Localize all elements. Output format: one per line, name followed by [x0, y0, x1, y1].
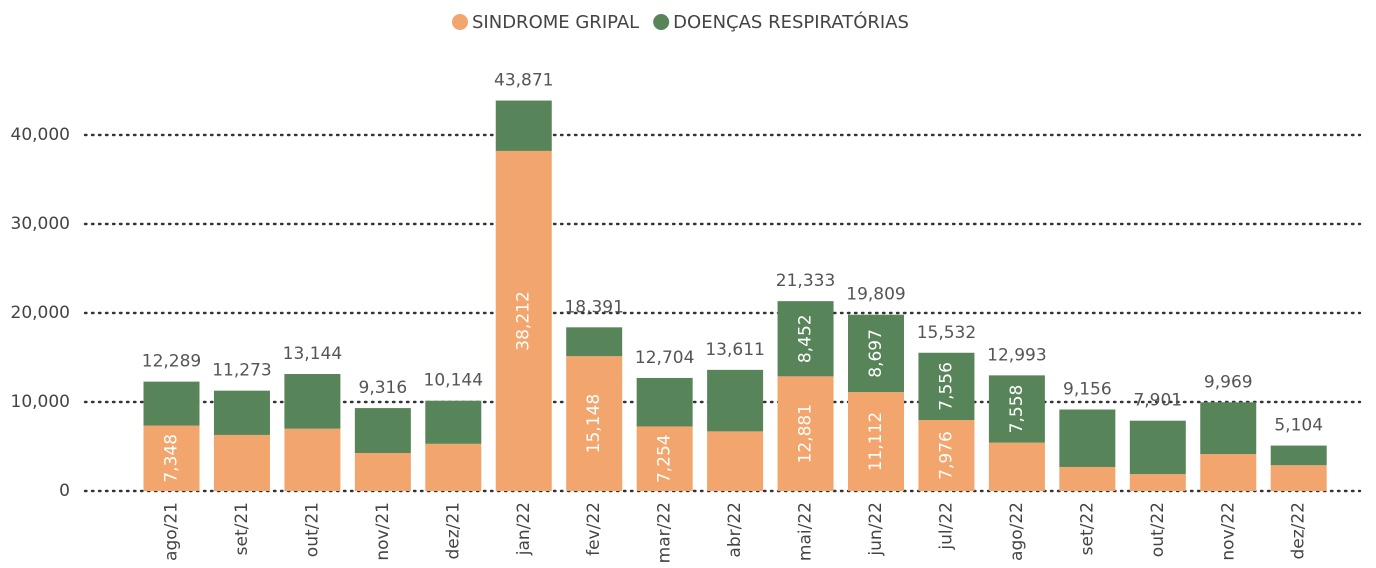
- segment-label: 7,558: [1007, 385, 1027, 434]
- bar-segment: [1059, 409, 1116, 467]
- legend-label: DOENÇAS RESPIRATÓRIAS: [673, 11, 909, 33]
- segment-label: 7,976: [936, 431, 956, 480]
- total-label: 19,809: [846, 285, 905, 305]
- total-label: 11,273: [212, 361, 271, 381]
- bar-segment: [1270, 445, 1327, 466]
- bar-segment: [213, 434, 270, 491]
- bar-segment: [143, 381, 200, 426]
- total-label: 12,993: [987, 345, 1046, 365]
- x-tick-label: jan/22: [514, 502, 534, 556]
- bar-segment: [988, 442, 1045, 491]
- segment-label: 15,148: [584, 394, 604, 453]
- bar-segment: [1129, 474, 1186, 491]
- y-tick-label: 40,000: [11, 125, 70, 145]
- total-label: 13,611: [705, 340, 764, 360]
- bar-segment: [1059, 466, 1116, 491]
- bar-segment: [1200, 454, 1257, 491]
- segment-label: 11,112: [866, 412, 886, 471]
- x-tick-label: jun/22: [866, 502, 886, 557]
- x-tick-label: set/22: [1077, 502, 1097, 555]
- bar-segment: [354, 408, 411, 453]
- total-label: 9,156: [1063, 380, 1112, 400]
- total-label: 15,532: [917, 323, 976, 343]
- y-tick-label: 10,000: [11, 392, 70, 412]
- segment-label: 38,212: [514, 291, 534, 350]
- total-label: 12,289: [142, 352, 201, 372]
- bar-segment: [425, 443, 482, 491]
- total-label: 21,333: [776, 271, 835, 291]
- segment-label: 12,881: [796, 404, 816, 463]
- x-tick-label: out/22: [1148, 502, 1168, 557]
- segment-label: 8,452: [796, 314, 816, 363]
- y-tick-label: 20,000: [11, 303, 70, 323]
- bar-segment: [284, 428, 341, 491]
- legend-marker: [452, 14, 468, 30]
- x-tick-label: jul/22: [936, 502, 956, 551]
- total-label: 10,144: [424, 371, 483, 391]
- bar-segment: [1270, 465, 1327, 491]
- x-tick-label: fev/22: [584, 502, 604, 556]
- total-label: 9,969: [1204, 372, 1253, 392]
- bar-segment: [777, 301, 834, 377]
- segment-label: 7,556: [936, 362, 956, 411]
- bar-segment: [213, 390, 270, 435]
- x-tick-label: nov/21: [373, 502, 393, 561]
- total-label: 5,104: [1274, 416, 1323, 436]
- segment-label: 7,254: [655, 434, 675, 483]
- x-tick-label: dez/21: [443, 502, 463, 560]
- bar-segment: [284, 374, 341, 429]
- bar-segment: [1129, 420, 1186, 475]
- x-tick-label: ago/21: [162, 502, 182, 561]
- bar-segment: [707, 369, 764, 432]
- x-tick-label: set/21: [232, 502, 252, 555]
- x-tick-label: mar/22: [655, 502, 675, 563]
- bar-segment: [777, 376, 834, 491]
- segment-label: 7,348: [162, 434, 182, 483]
- legend-label: SINDROME GRIPAL: [472, 12, 639, 33]
- bar-segment: [636, 377, 693, 427]
- x-tick-label: nov/22: [1218, 502, 1238, 561]
- bar-segment: [988, 375, 1045, 443]
- bar-segment: [495, 150, 552, 491]
- total-label: 12,704: [635, 348, 694, 368]
- bar-segment: [566, 327, 623, 357]
- bar-segment: [918, 352, 975, 421]
- x-tick-label: out/21: [302, 502, 322, 557]
- bar-segment: [636, 426, 693, 491]
- total-label: 18,391: [564, 297, 623, 317]
- bar-segment: [566, 356, 623, 491]
- total-label: 9,316: [359, 378, 408, 398]
- bar-segment: [848, 314, 904, 393]
- x-tick-label: abr/22: [725, 502, 745, 558]
- legend-marker: [653, 14, 670, 30]
- bar-segment: [143, 425, 200, 491]
- bar-segment: [1200, 402, 1257, 455]
- bar-segment: [848, 392, 904, 491]
- bar-segment: [425, 400, 482, 444]
- x-tick-label: mai/22: [796, 502, 816, 561]
- x-tick-label: ago/22: [1007, 502, 1027, 561]
- total-label: 13,144: [283, 344, 342, 364]
- total-label: 7,901: [1133, 391, 1182, 411]
- bar-segment: [918, 420, 975, 491]
- bar-segment: [354, 452, 411, 491]
- total-label: 43,871: [494, 71, 553, 91]
- x-tick-label: dez/22: [1289, 502, 1309, 560]
- bar-segment: [707, 431, 764, 491]
- segment-label: 8,697: [866, 329, 886, 378]
- y-tick-label: 0: [59, 481, 70, 501]
- bar-segment: [495, 100, 552, 151]
- y-tick-label: 30,000: [11, 214, 70, 234]
